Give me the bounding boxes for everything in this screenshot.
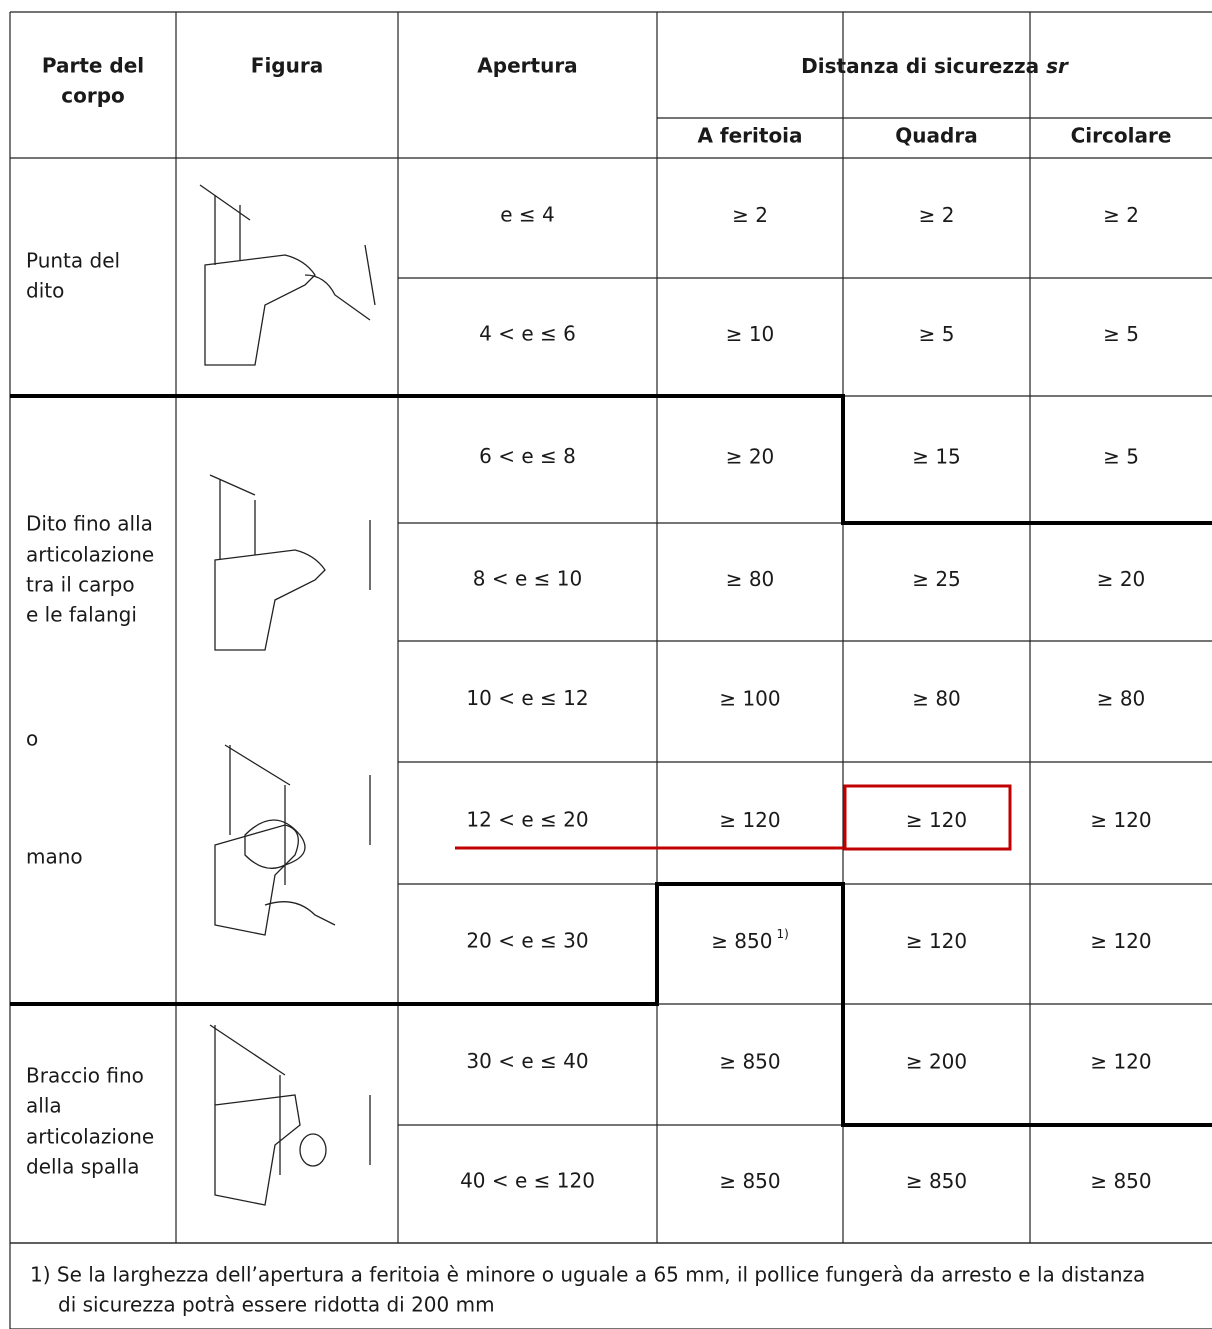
distance-cell: ≥ 120 — [906, 929, 967, 953]
distance-cell: ≥ 5 — [1103, 322, 1139, 346]
distance-cell: ≥ 80 — [1097, 686, 1146, 710]
body-part: Braccio fino — [26, 1064, 144, 1088]
header-text: Distanza di sicurezza — [801, 54, 1039, 78]
distance-value: ≥ 80 — [912, 686, 961, 710]
footnote: di sicurezza potrà essere ridotta di 200… — [58, 1293, 495, 1317]
distance-cell: ≥ 100 — [719, 686, 780, 710]
header-cell: Figura — [251, 54, 323, 78]
distance-cell: ≥ 850 — [719, 1049, 780, 1073]
distance-value: ≥ 10 — [726, 322, 775, 346]
subheader-cell: Circolare — [1071, 124, 1172, 148]
opening-cell: 10 < e ≤ 12 — [466, 686, 588, 710]
distance-value: ≥ 850 — [906, 1169, 967, 1193]
distance-value: ≥ 850 — [719, 1049, 780, 1073]
opening-cell: e ≤ 4 — [500, 203, 555, 227]
distance-cell: ≥ 120 — [906, 808, 967, 832]
opening-cell: 40 < e ≤ 120 — [460, 1169, 595, 1193]
distance-cell: ≥ 850 1) — [711, 927, 789, 953]
distance-cell: ≥ 20 — [1097, 567, 1146, 591]
distance-value: ≥ 2 — [732, 203, 768, 227]
distance-value: ≥ 850 — [711, 929, 772, 953]
distance-value: ≥ 5 — [1103, 322, 1139, 346]
footnote: 1) Se la larghezza dell’apertura a ferit… — [30, 1263, 1145, 1287]
distance-value: ≥ 2 — [919, 203, 955, 227]
distance-value: ≥ 120 — [1090, 808, 1151, 832]
body-part: Dito fino alla — [26, 512, 153, 536]
opening-cell: 12 < e ≤ 20 — [466, 808, 588, 832]
distance-cell: ≥ 5 — [1103, 444, 1139, 468]
body-part: tra il carpo — [26, 573, 135, 597]
subheader-cell: A feritoia — [697, 124, 802, 148]
body-part: o — [26, 727, 38, 751]
distance-cell: ≥ 120 — [1090, 1049, 1151, 1073]
distance-cell: ≥ 10 — [726, 322, 775, 346]
body-part: mano — [26, 845, 83, 869]
distance-value: ≥ 120 — [906, 929, 967, 953]
distance-cell: ≥ 20 — [726, 444, 775, 468]
opening-cell: 6 < e ≤ 8 — [479, 444, 576, 468]
distance-value: ≥ 200 — [906, 1049, 967, 1073]
subheader-cell: Quadra — [895, 124, 977, 148]
distance-cell: ≥ 2 — [1103, 203, 1139, 227]
header-cell: Apertura — [477, 54, 577, 78]
distance-cell: ≥ 200 — [906, 1049, 967, 1073]
distance-value: ≥ 120 — [1090, 1049, 1151, 1073]
footnote-ref: 1) — [776, 927, 788, 941]
figure-arm — [209, 1024, 371, 1206]
distance-value: ≥ 20 — [726, 444, 775, 468]
opening-cell: 20 < e ≤ 30 — [466, 929, 588, 953]
distance-value: ≥ 120 — [1090, 929, 1151, 953]
header-cell: Parte del — [42, 54, 144, 78]
header-cell: corpo — [61, 84, 125, 108]
distance-value: ≥ 5 — [919, 322, 955, 346]
header-cell: Distanza di sicurezza sr — [801, 54, 1069, 78]
boundary — [10, 394, 1212, 1127]
distance-value: ≥ 2 — [1103, 203, 1139, 227]
distance-value: ≥ 15 — [912, 444, 961, 468]
body-part: e le falangi — [26, 603, 137, 627]
distance-cell: ≥ 25 — [912, 567, 961, 591]
figure-finger — [209, 474, 371, 651]
header-symbol: sr — [1046, 54, 1069, 78]
distance-value: ≥ 850 — [1090, 1169, 1151, 1193]
opening-cell: 30 < e ≤ 40 — [466, 1049, 588, 1073]
opening-cell: 8 < e ≤ 10 — [473, 567, 582, 591]
distance-value: ≥ 120 — [906, 808, 967, 832]
body-part: dito — [26, 279, 64, 303]
distance-cell: ≥ 850 — [719, 1169, 780, 1193]
distance-cell: ≥ 15 — [912, 444, 961, 468]
distance-cell: ≥ 120 — [1090, 808, 1151, 832]
distance-cell: ≥ 850 — [906, 1169, 967, 1193]
body-part: articolazione — [26, 1125, 154, 1149]
distance-value: ≥ 5 — [1103, 444, 1139, 468]
distance-cell: ≥ 5 — [919, 322, 955, 346]
distance-cell: ≥ 80 — [912, 686, 961, 710]
body-part: Punta del — [26, 249, 120, 273]
figure-fingertip — [199, 184, 376, 366]
distance-value: ≥ 20 — [1097, 567, 1146, 591]
distance-value: ≥ 120 — [719, 808, 780, 832]
body-part: alla — [26, 1094, 62, 1118]
distance-cell: ≥ 120 — [1090, 929, 1151, 953]
distance-cell: ≥ 120 — [719, 808, 780, 832]
body-part: della spalla — [26, 1155, 139, 1179]
distance-cell: ≥ 80 — [726, 567, 775, 591]
body-part: articolazione — [26, 543, 154, 567]
distance-value: ≥ 850 — [719, 1169, 780, 1193]
distance-value: ≥ 80 — [726, 567, 775, 591]
distance-value: ≥ 25 — [912, 567, 961, 591]
distance-cell: ≥ 2 — [919, 203, 955, 227]
distance-cell: ≥ 2 — [732, 203, 768, 227]
opening-cell: 4 < e ≤ 6 — [479, 322, 576, 346]
distance-cell: ≥ 850 — [1090, 1169, 1151, 1193]
figure-hand — [214, 744, 371, 936]
distance-value: ≥ 80 — [1097, 686, 1146, 710]
highlight — [455, 784, 1012, 851]
distance-value: ≥ 100 — [719, 686, 780, 710]
